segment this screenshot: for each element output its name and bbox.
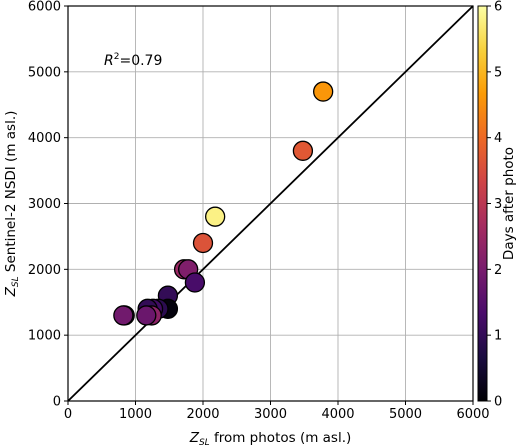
- data-point: [204, 206, 226, 227]
- colorbar-tick-label: 1: [494, 329, 502, 344]
- x-tick-label: 3000: [254, 407, 287, 422]
- y-tick-label: 6000: [28, 0, 61, 15]
- x-tick-label: 5000: [389, 407, 422, 422]
- data-point: [184, 272, 206, 293]
- data-point: [292, 140, 314, 161]
- colorbar-tick-label: 3: [494, 197, 502, 212]
- r-squared-main: R: [104, 53, 114, 69]
- y-tick-label: 2000: [28, 263, 61, 278]
- y-tick-label: 1000: [28, 329, 61, 344]
- y-axis-label-main: Z: [3, 286, 19, 297]
- x-axis-label: ZSL from photos (m asl.): [189, 430, 352, 448]
- data-point: [136, 305, 157, 326]
- x-tick-label: 1000: [119, 407, 152, 422]
- y-tick-label: 4000: [28, 131, 61, 146]
- x-tick-label: 2000: [186, 407, 219, 422]
- colorbar: [477, 5, 488, 402]
- y-axis-ticks: 0 1000 2000 3000 4000 5000 6000: [28, 0, 68, 410]
- colorbar-tick-label: 5: [494, 65, 502, 80]
- x-axis-label-rest: from photos (m asl.): [210, 430, 352, 446]
- y-axis-label-rest: Sentinel-2 NSDI (m asl.): [3, 111, 19, 277]
- r-squared-annotation: R2=0.79: [104, 52, 162, 69]
- data-point: [113, 305, 134, 326]
- colorbar-ticks: 0 1 2 3 4 5 6: [487, 0, 502, 410]
- r-squared-sup: 2: [114, 52, 120, 62]
- y-axis-label: ZSL Sentinel-2 NSDI (m asl.): [3, 111, 21, 298]
- x-tick-label: 4000: [321, 407, 354, 422]
- x-axis-label-main: Z: [189, 430, 200, 446]
- y-axis-label-sub: SL: [11, 276, 21, 287]
- data-point: [312, 81, 334, 102]
- x-tick-label: 0: [64, 407, 72, 422]
- colorbar-tick-label: 6: [494, 0, 502, 15]
- r-squared-value: =0.79: [119, 53, 162, 69]
- x-tick-label: 6000: [456, 407, 489, 422]
- colorbar-tick-label: 2: [494, 263, 502, 278]
- data-point: [192, 232, 214, 254]
- colorbar-tick-label: 0: [494, 395, 502, 410]
- x-axis-label-sub: SL: [199, 438, 210, 448]
- y-tick-label: 3000: [28, 197, 61, 212]
- one-to-one-line: [67, 5, 474, 402]
- x-axis-ticks: 0 1000 2000 3000 4000 5000 6000: [64, 401, 490, 422]
- y-tick-label: 0: [53, 395, 61, 410]
- colorbar-tick-label: 4: [494, 131, 502, 146]
- colorbar-label: Days after photo: [501, 147, 517, 260]
- y-tick-label: 5000: [28, 65, 61, 80]
- data-points: [113, 81, 334, 326]
